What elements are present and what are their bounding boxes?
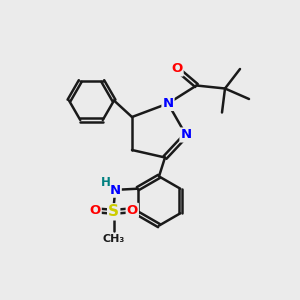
Text: H: H	[101, 176, 110, 189]
Text: O: O	[127, 204, 138, 217]
Text: N: N	[180, 128, 192, 142]
Text: N: N	[162, 97, 174, 110]
Text: S: S	[108, 204, 119, 219]
Text: O: O	[171, 62, 183, 76]
Text: O: O	[89, 204, 101, 217]
Text: N: N	[110, 184, 121, 197]
Text: CH₃: CH₃	[103, 234, 125, 244]
